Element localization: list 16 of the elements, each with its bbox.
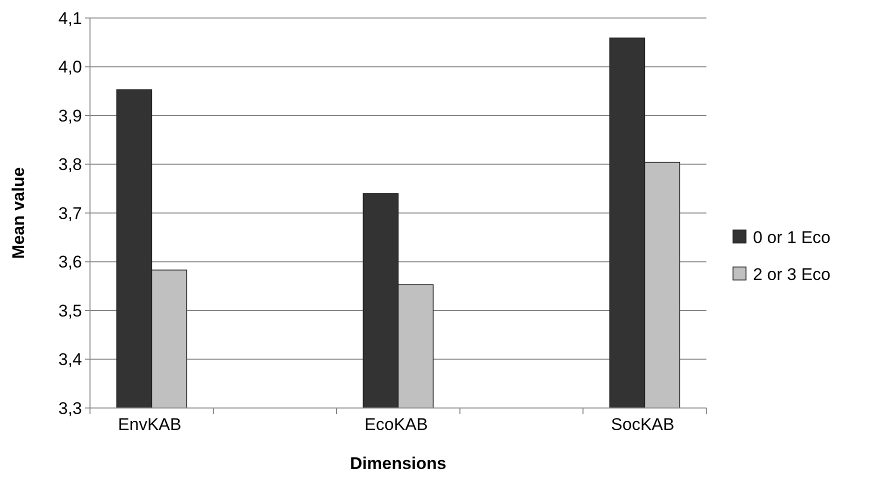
y-tick-label: 3,8 [58, 155, 82, 174]
y-tick-label: 3,5 [58, 301, 82, 320]
y-tick-label: 3,4 [58, 350, 82, 370]
y-tick-label: 3,3 [58, 398, 82, 418]
x-tick-label: EcoKAB [364, 415, 428, 434]
y-tick-label: 3,6 [58, 252, 82, 272]
y-tick-label: 4,0 [58, 58, 82, 77]
legend-label: 0 or 1 Eco [753, 228, 830, 247]
x-tick-label: SocKAB [611, 415, 674, 434]
x-axis-title: Dimensions [350, 454, 446, 473]
y-axis-title: Mean value [9, 167, 28, 259]
y-tick-label: 4,1 [58, 8, 82, 28]
y-tick-label: 3,7 [58, 204, 82, 223]
x-tick-label: EnvKAB [118, 415, 182, 434]
y-tick-label: 3,9 [58, 106, 82, 126]
legend-label: 2 or 3 Eco [753, 264, 830, 284]
